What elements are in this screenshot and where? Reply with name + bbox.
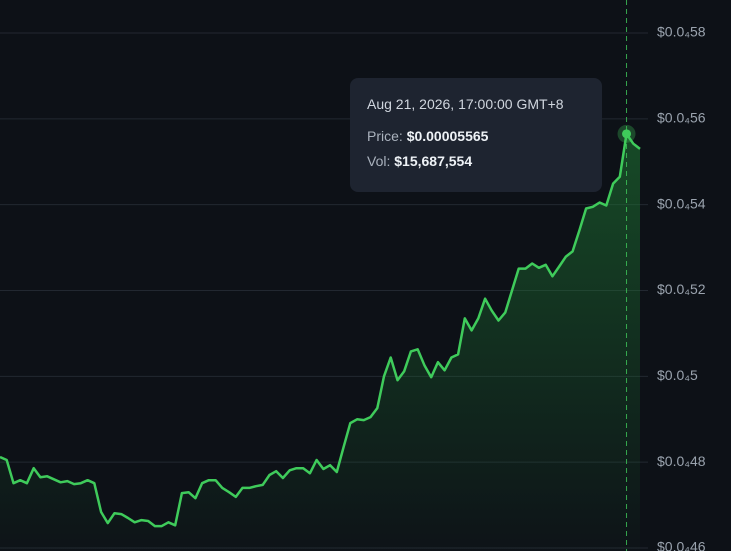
tooltip-price: $0.00005565 — [406, 128, 489, 144]
tooltip-vol-label: Vol: — [367, 153, 391, 169]
y-tick-label: $0.0₄52 — [657, 281, 706, 297]
tooltip-vol-row: Vol: $15,687,554 — [367, 153, 585, 169]
tooltip-vol: $15,687,554 — [394, 153, 473, 169]
y-tick-label: $0.0₄48 — [657, 453, 706, 469]
area — [0, 133, 640, 551]
y-tick-label: $0.0₄46 — [657, 539, 706, 551]
hover-point — [622, 129, 632, 139]
tooltip-date: Aug 21, 2026, 17:00:00 GMT+8 — [367, 96, 564, 112]
y-tick-label: $0.0₄58 — [657, 24, 706, 40]
y-tick-label: $0.0₄54 — [657, 195, 706, 211]
tooltip: Aug 21, 2026, 17:00:00 GMT+8 Price: $0.0… — [350, 78, 602, 192]
y-tick-label: $0.0₄5 — [657, 367, 698, 383]
y-tick-label: $0.0₄56 — [657, 110, 706, 126]
tooltip-price-label: Price: — [367, 128, 403, 144]
tooltip-price-row: Price: $0.00005565 — [367, 128, 585, 144]
price-line — [0, 132, 641, 528]
